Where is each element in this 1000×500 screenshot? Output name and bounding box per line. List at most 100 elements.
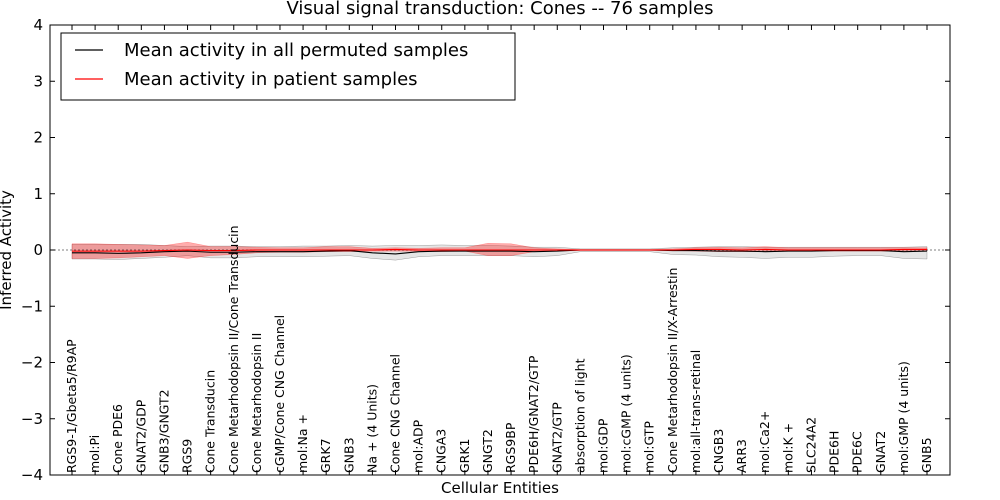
point-series-1-9 xyxy=(279,249,281,251)
x-category-label: mol:Ca2+ xyxy=(757,411,772,473)
x-category-label: PDE6H/GNAT2/GTP xyxy=(526,355,541,473)
x-category-label: absorption of light xyxy=(572,358,587,473)
x-category-label: GNGT2 xyxy=(480,429,495,473)
point-series-1-13 xyxy=(372,249,374,251)
point-series-1-14 xyxy=(395,249,397,251)
x-category-label: mol:cGMP (4 units) xyxy=(619,354,634,473)
point-series-1-31 xyxy=(788,249,790,251)
point-series-1-34 xyxy=(857,249,859,251)
x-category-label: mol:K + xyxy=(780,423,795,473)
point-series-1-18 xyxy=(487,249,489,251)
point-series-1-22 xyxy=(580,249,582,251)
point-series-1-25 xyxy=(649,249,651,251)
point-series-1-24 xyxy=(626,249,628,251)
x-category-label: GNAT2 xyxy=(873,431,888,473)
point-series-1-20 xyxy=(533,249,535,251)
x-category-label: GNAT2/GTP xyxy=(549,402,564,473)
point-series-1-37 xyxy=(926,249,928,251)
point-series-1-19 xyxy=(510,249,512,251)
point-series-1-0 xyxy=(71,250,73,252)
line-series-1 xyxy=(72,248,927,252)
y-tick-label: 1 xyxy=(33,185,43,203)
x-category-label: CNGA3 xyxy=(434,429,449,473)
point-series-1-26 xyxy=(672,249,674,251)
x-category-label: Cone PDE6 xyxy=(110,404,125,473)
point-series-1-32 xyxy=(811,249,813,251)
point-series-1-1 xyxy=(94,250,96,252)
point-series-1-12 xyxy=(348,249,350,251)
point-series-1-3 xyxy=(141,250,143,252)
x-category-label: RGS9-1/Gbeta5/R9AP xyxy=(64,339,79,473)
point-series-1-2 xyxy=(117,250,119,252)
x-category-label: mol:ADP xyxy=(411,419,426,473)
legend: Mean activity in all permuted samples Me… xyxy=(60,32,516,101)
point-series-1-16 xyxy=(441,249,443,251)
x-category-label: RGS9 xyxy=(180,439,195,473)
point-series-1-33 xyxy=(834,249,836,251)
x-category-label: mol:GDP xyxy=(595,418,610,473)
x-category-label: CNGB3 xyxy=(711,429,726,473)
point-series-1-17 xyxy=(464,249,466,251)
x-category-label: mol:Na + xyxy=(295,414,310,473)
legend-label-patient: Mean activity in patient samples xyxy=(124,69,418,90)
x-category-label: SLC24A2 xyxy=(803,417,818,473)
point-series-1-11 xyxy=(325,249,327,251)
line-series-0 xyxy=(72,249,928,255)
x-category-label: GNB3/GNGT2 xyxy=(156,389,171,473)
x-category-label: GRK7 xyxy=(318,438,333,473)
y-tick-label: −2 xyxy=(21,354,43,372)
point-series-0-8 xyxy=(256,251,258,253)
x-category-label: GNB3 xyxy=(341,437,356,473)
point-series-0-15 xyxy=(418,251,420,253)
x-axis: RGS9-1/Gbeta5/R9AP mol:Pi Cone PDE6 GNAT2/G… xyxy=(64,25,934,475)
y-tick-label: −1 xyxy=(21,297,43,315)
y-tick-label: −3 xyxy=(21,410,43,428)
point-series-1-27 xyxy=(695,249,697,251)
point-series-0-28 xyxy=(718,250,720,252)
point-series-1-30 xyxy=(764,249,766,251)
x-category-label: mol:GTP xyxy=(642,421,657,473)
legend-box xyxy=(60,32,516,101)
x-category-label: Cone Transducin xyxy=(203,370,218,473)
x-category-label: Na + (4 Units) xyxy=(364,384,379,473)
point-series-0-1 xyxy=(94,252,96,254)
y-tick-label: 2 xyxy=(33,129,43,147)
chart-title: Visual signal transduction: Cones -- 76 … xyxy=(286,0,713,19)
x-category-label: mol:Pi xyxy=(87,435,102,473)
point-series-0-13 xyxy=(372,252,374,254)
x-category-label: RGS9BP xyxy=(503,422,518,473)
point-series-0-9 xyxy=(279,251,281,253)
point-series-1-36 xyxy=(903,249,905,251)
point-series-1-35 xyxy=(880,249,882,251)
x-category-label: GNAT2/GDP xyxy=(133,399,148,473)
point-series-1-21 xyxy=(556,249,558,251)
series-lines xyxy=(71,248,928,255)
x-category-label: PDE6H xyxy=(827,431,842,473)
point-series-1-6 xyxy=(210,250,212,252)
point-series-0-3 xyxy=(141,252,143,254)
point-series-0-36 xyxy=(903,251,905,253)
y-axis: −4 −3 −2 −1 0 1 2 3 4 xyxy=(21,16,950,484)
y-tick-label: 0 xyxy=(33,241,43,259)
x-category-label: cGMP/Cone CNG Channel xyxy=(272,315,287,473)
point-series-0-30 xyxy=(764,251,766,253)
point-series-1-23 xyxy=(603,249,605,251)
point-series-0-10 xyxy=(302,251,304,253)
x-category-label: Cone Metarhodopsin II/Cone Transducin xyxy=(226,225,241,473)
x-category-label: Cone Metarhodopsin II xyxy=(249,333,264,473)
point-series-0-2 xyxy=(117,253,119,255)
point-series-1-15 xyxy=(418,249,420,251)
point-series-1-4 xyxy=(164,250,166,252)
x-category-label: ARR3 xyxy=(734,439,749,473)
x-category-label: Cone CNG Channel xyxy=(388,354,403,473)
x-category-label: Cone Metarhodopsin II/X-Arrestin xyxy=(665,268,680,473)
y-axis-label: Inferred Activity xyxy=(0,190,15,310)
point-series-1-8 xyxy=(256,249,258,251)
band-series-0 xyxy=(71,244,928,261)
point-series-1-28 xyxy=(718,249,720,251)
y-tick-label: −4 xyxy=(21,466,43,484)
x-category-label: GNB5 xyxy=(919,437,934,473)
point-series-1-29 xyxy=(741,249,743,251)
x-axis-label: Cellular Entities xyxy=(441,479,559,497)
